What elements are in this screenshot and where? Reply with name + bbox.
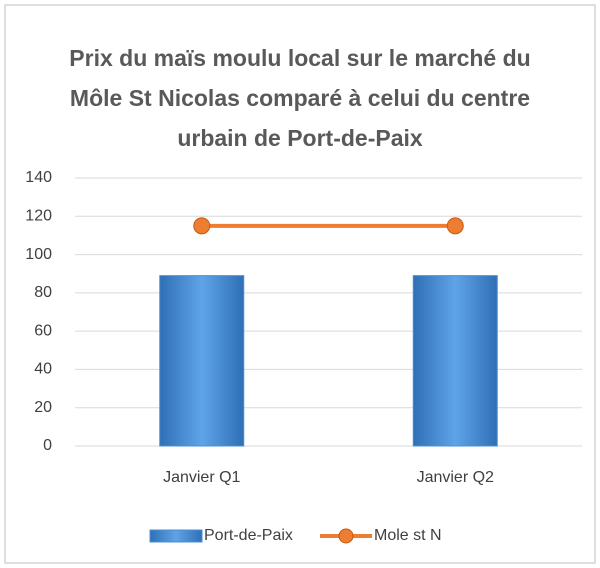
- x-tick-label: Janvier Q1: [163, 469, 240, 486]
- y-tick-label: 140: [25, 169, 52, 186]
- x-tick-label: Janvier Q2: [417, 469, 494, 486]
- bar: [412, 275, 498, 447]
- y-tick-label: 40: [34, 361, 52, 378]
- legend-swatch: [149, 529, 203, 543]
- legend-label: Port-de-Paix: [204, 527, 293, 544]
- line-marker: [446, 217, 464, 235]
- y-tick-label: 0: [43, 437, 52, 454]
- y-tick-label: 60: [34, 322, 52, 339]
- chart-title: Prix du maïs moulu local sur le marché d…: [69, 45, 531, 151]
- legend-label: Mole st N: [374, 527, 442, 544]
- legend-marker: [338, 528, 354, 544]
- y-tick-label: 100: [25, 246, 52, 263]
- bar: [159, 275, 245, 447]
- y-tick-label: 80: [34, 284, 52, 301]
- line-marker: [193, 217, 211, 235]
- y-tick-label: 120: [25, 208, 52, 225]
- y-tick-label: 20: [34, 399, 52, 416]
